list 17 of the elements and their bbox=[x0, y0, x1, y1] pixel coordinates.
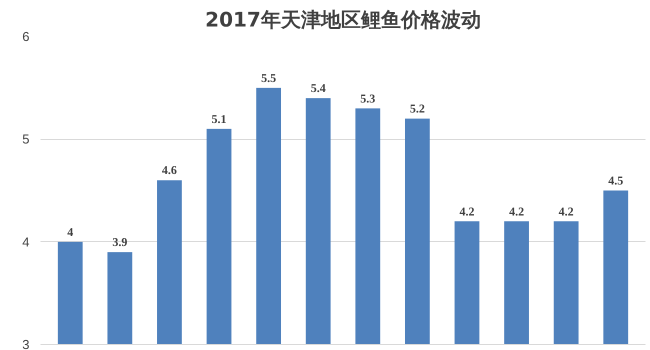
data-label: 5.2 bbox=[410, 102, 425, 116]
y-tick-label: 4 bbox=[22, 234, 30, 250]
y-tick-label: 3 bbox=[22, 337, 30, 350]
data-label: 5.5 bbox=[261, 70, 276, 85]
chart-title: 2017年天津地区鲤鱼价格波动 bbox=[205, 8, 481, 32]
data-label: 5.4 bbox=[310, 81, 326, 96]
data-label: 4.6 bbox=[162, 163, 177, 178]
data-label: 4.2 bbox=[509, 204, 524, 218]
data-label: 3.9 bbox=[112, 235, 128, 250]
data-label: 5.3 bbox=[360, 91, 376, 106]
y-tick-label: 6 bbox=[22, 29, 30, 44]
data-label: 5.1 bbox=[212, 112, 227, 126]
data-label: 4.2 bbox=[558, 204, 574, 218]
y-tick-label: 5 bbox=[22, 132, 30, 147]
data-label: 4.5 bbox=[608, 174, 624, 188]
data-label: 4 bbox=[67, 224, 74, 239]
data-label: 4.2 bbox=[459, 204, 474, 218]
